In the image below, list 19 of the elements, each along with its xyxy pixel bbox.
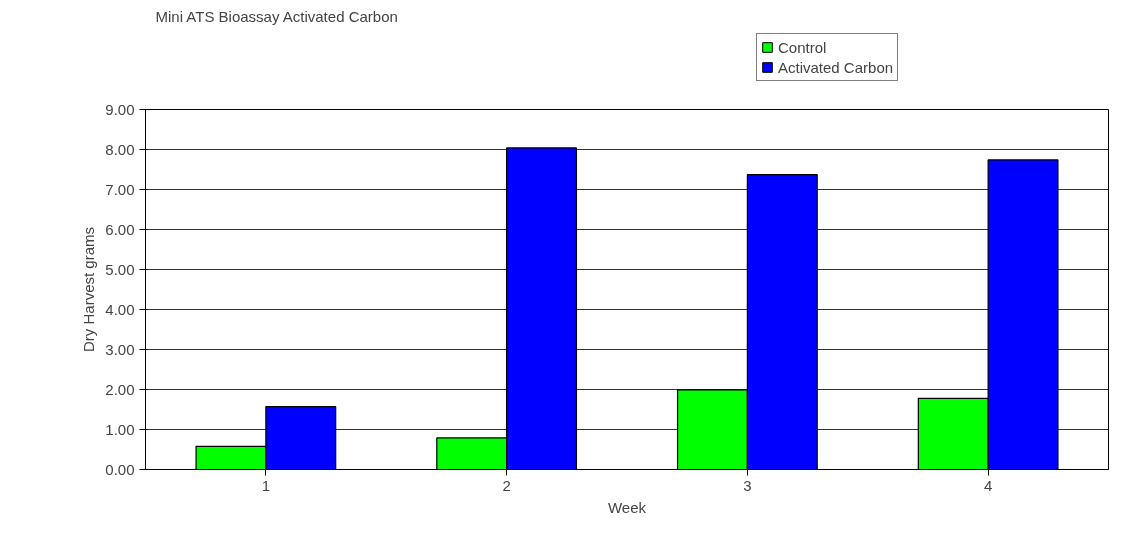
y-tick-label: 7.00	[105, 180, 135, 198]
y-tick-label: 6.00	[105, 220, 135, 238]
y-tick-label: 9.00	[105, 100, 135, 118]
x-tick-label: 4	[983, 476, 993, 494]
chart-title: Mini ATS Bioassay Activated Carbon	[155, 7, 398, 25]
legend-label: Activated Carbon	[778, 58, 894, 76]
y-tick-label: 5.00	[105, 260, 135, 278]
x-tick-label: 2	[502, 476, 511, 494]
y-tick-label: 3.00	[105, 340, 135, 358]
x-tick-label: 3	[743, 476, 752, 494]
legend-label: Control	[778, 38, 827, 56]
y-tick-label: 4.00	[105, 300, 135, 318]
x-tick-label: 1	[261, 476, 271, 494]
y-tick-label: 8.00	[105, 140, 135, 158]
y-tick-label: 1.00	[105, 420, 135, 438]
y-tick-label: 2.00	[105, 380, 135, 398]
x-axis-title: Week	[607, 498, 647, 516]
y-axis-title: Dry Harvest grams	[80, 226, 98, 353]
y-tick-label: 0.00	[105, 460, 135, 478]
